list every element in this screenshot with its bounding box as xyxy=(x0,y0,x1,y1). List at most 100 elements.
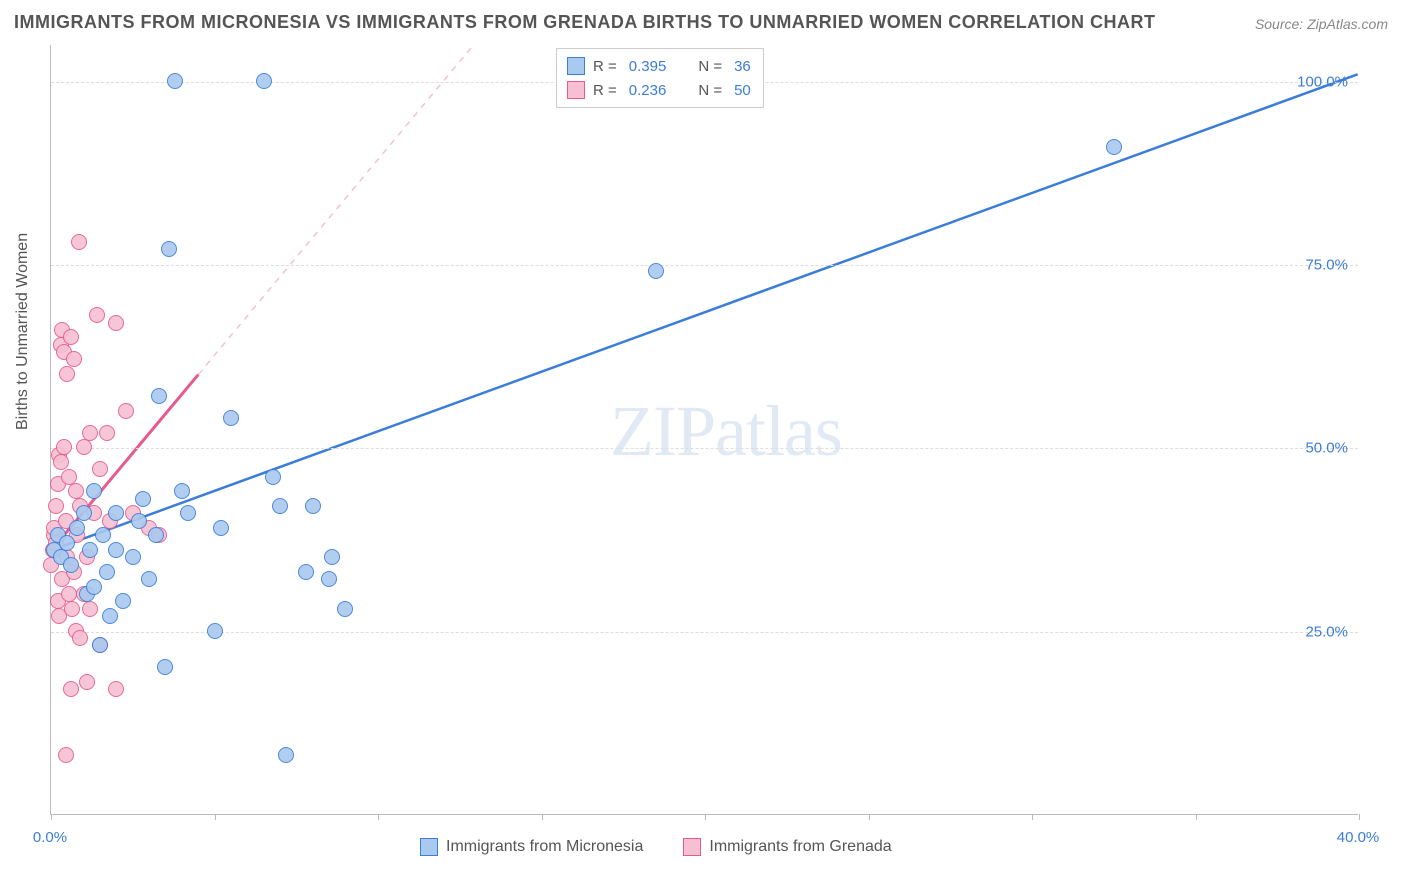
data-point xyxy=(167,73,183,89)
data-point xyxy=(69,520,85,536)
trend-line xyxy=(198,45,534,375)
x-tick xyxy=(542,814,543,820)
x-tick xyxy=(215,814,216,820)
data-point xyxy=(76,505,92,521)
data-point xyxy=(108,681,124,697)
data-point xyxy=(72,630,88,646)
data-point xyxy=(48,498,64,514)
y-tick-label: 100.0% xyxy=(1297,73,1348,90)
data-point xyxy=(180,505,196,521)
legend-r-value-1: 0.395 xyxy=(629,58,667,75)
data-point xyxy=(58,747,74,763)
data-point xyxy=(1106,139,1122,155)
data-point xyxy=(89,307,105,323)
legend-label-grenada: Immigrants from Grenada xyxy=(709,838,891,856)
y-tick-label: 25.0% xyxy=(1305,623,1348,640)
data-point xyxy=(256,73,272,89)
data-point xyxy=(135,491,151,507)
legend-stats-row-1: R = 0.395 N = 36 xyxy=(567,54,751,78)
trend-line xyxy=(51,74,1357,550)
legend-stats-row-2: R = 0.236 N = 50 xyxy=(567,78,751,102)
trend-lines-svg xyxy=(51,45,1358,814)
data-point xyxy=(305,498,321,514)
data-point xyxy=(92,461,108,477)
legend-n-label: N = xyxy=(698,58,722,75)
x-tick xyxy=(1196,814,1197,820)
legend-n-label: N = xyxy=(698,82,722,99)
data-point xyxy=(59,535,75,551)
data-point xyxy=(223,410,239,426)
data-point xyxy=(61,469,77,485)
data-point xyxy=(108,505,124,521)
data-point xyxy=(141,571,157,587)
data-point xyxy=(59,366,75,382)
data-point xyxy=(63,557,79,573)
data-point xyxy=(272,498,288,514)
legend-item-grenada: Immigrants from Grenada xyxy=(683,838,891,856)
legend-r-label: R = xyxy=(593,82,617,99)
data-point xyxy=(321,571,337,587)
data-point xyxy=(118,403,134,419)
data-point xyxy=(82,542,98,558)
legend-series: Immigrants from Micronesia Immigrants fr… xyxy=(420,838,892,856)
y-tick-label: 50.0% xyxy=(1305,440,1348,457)
x-tick xyxy=(1032,814,1033,820)
legend-swatch-micronesia xyxy=(567,57,585,75)
legend-swatch-grenada xyxy=(567,81,585,99)
data-point xyxy=(648,263,664,279)
data-point xyxy=(86,579,102,595)
data-point xyxy=(79,674,95,690)
x-tick xyxy=(378,814,379,820)
data-point xyxy=(108,315,124,331)
data-point xyxy=(161,241,177,257)
x-tick xyxy=(1359,814,1360,820)
gridline xyxy=(51,448,1358,449)
data-point xyxy=(157,659,173,675)
legend-r-label: R = xyxy=(593,58,617,75)
legend-item-micronesia: Immigrants from Micronesia xyxy=(420,838,643,856)
gridline xyxy=(51,265,1358,266)
legend-swatch-grenada xyxy=(683,838,701,856)
data-point xyxy=(92,637,108,653)
x-tick xyxy=(705,814,706,820)
data-point xyxy=(66,351,82,367)
data-point xyxy=(174,483,190,499)
data-point xyxy=(82,425,98,441)
y-axis-label: Births to Unmarried Women xyxy=(14,233,32,430)
legend-n-value-2: 50 xyxy=(734,82,751,99)
x-tick xyxy=(869,814,870,820)
data-point xyxy=(99,425,115,441)
x-tick-label: 40.0% xyxy=(1337,829,1380,846)
data-point xyxy=(63,329,79,345)
data-point xyxy=(151,388,167,404)
legend-label-micronesia: Immigrants from Micronesia xyxy=(446,838,643,856)
source-attribution: Source: ZipAtlas.com xyxy=(1255,16,1388,32)
x-tick-label: 0.0% xyxy=(33,829,67,846)
data-point xyxy=(213,520,229,536)
data-point xyxy=(265,469,281,485)
data-point xyxy=(278,747,294,763)
legend-n-value-1: 36 xyxy=(734,58,751,75)
data-point xyxy=(53,454,69,470)
chart-title: IMMIGRANTS FROM MICRONESIA VS IMMIGRANTS… xyxy=(14,12,1155,33)
data-point xyxy=(86,483,102,499)
data-point xyxy=(131,513,147,529)
data-point xyxy=(82,601,98,617)
data-point xyxy=(95,527,111,543)
data-point xyxy=(68,483,84,499)
data-point xyxy=(324,549,340,565)
data-point xyxy=(115,593,131,609)
data-point xyxy=(108,542,124,558)
x-tick xyxy=(51,814,52,820)
data-point xyxy=(63,681,79,697)
data-point xyxy=(61,586,77,602)
data-point xyxy=(148,527,164,543)
data-point xyxy=(71,234,87,250)
data-point xyxy=(207,623,223,639)
legend-swatch-micronesia xyxy=(420,838,438,856)
data-point xyxy=(125,549,141,565)
data-point xyxy=(337,601,353,617)
data-point xyxy=(99,564,115,580)
data-point xyxy=(56,439,72,455)
legend-stats: R = 0.395 N = 36 R = 0.236 N = 50 xyxy=(556,48,764,108)
